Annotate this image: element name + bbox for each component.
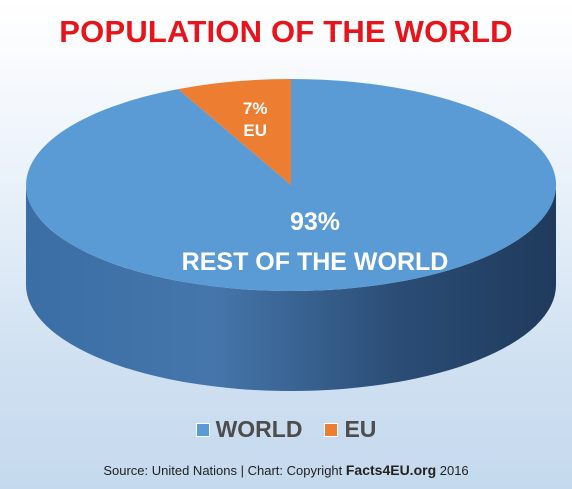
chart-title: POPULATION OF THE WORLD [59, 14, 513, 49]
slice-world[interactable] [26, 79, 557, 291]
source-brand: Facts4EU.org [345, 462, 437, 478]
legend-swatch-eu [324, 422, 339, 437]
legend-label-eu: EU [344, 416, 377, 442]
pie-side-wall [26, 185, 556, 391]
slice-eu-value-label: 7% [243, 99, 268, 118]
slice-world-value-label: 93% [290, 208, 340, 236]
legend-item-world[interactable]: WORLD [195, 416, 303, 443]
legend-item-eu[interactable]: EU [324, 416, 376, 443]
slice-eu[interactable] [178, 79, 291, 185]
source-year: 2016 [436, 463, 469, 478]
source-text: Source: United Nations | Chart: Copyrigh… [103, 463, 346, 478]
chart-legend: WORLD EU [0, 416, 572, 443]
slice-world-caption-label: REST OF THE WORLD [182, 248, 449, 276]
source-note: Source: United Nations | Chart: Copyrigh… [0, 462, 572, 478]
legend-label-world: WORLD [215, 416, 303, 442]
slice-eu-caption-label: EU [243, 121, 267, 140]
legend-swatch-world [195, 422, 210, 437]
